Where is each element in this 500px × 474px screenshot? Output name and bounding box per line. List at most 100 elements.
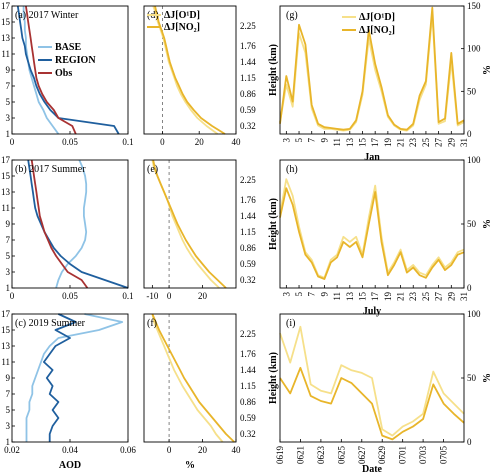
xtick-label: 0621 [295, 446, 305, 464]
legend-g: ΔJ[O¹D] ΔJ[NO₂] [342, 12, 395, 36]
series-line-b-0 [55, 159, 88, 289]
xtick-label: 25 [421, 292, 431, 302]
xtick-label: 31 [459, 292, 469, 301]
xtick-label: 13 [345, 292, 355, 302]
xtick-label: 40 [232, 445, 242, 455]
xtick-label: 3 [281, 138, 291, 143]
panel-h: (h) 0 50 100% 3 5 7 9 11 13 15 17 19 21 23 25 27 29 31 July [279, 155, 493, 317]
xtick-label: 20 [195, 137, 205, 147]
series-line-f-0 [151, 313, 224, 443]
x-axis-label: July [363, 306, 381, 317]
xtick-label: 21 [396, 138, 406, 147]
height-tick-label: 0.32 [240, 429, 256, 439]
height-tick-label: 1.44 [240, 211, 256, 221]
xtick-label: 15 [357, 138, 367, 148]
ytick-label: 11 [1, 357, 10, 367]
xtick-label: 0701 [398, 446, 408, 464]
xtick-label: 25 [421, 138, 431, 148]
axes-frame [143, 313, 237, 443]
height-tick-label: 1.15 [240, 227, 256, 237]
xtick-label: 0 [160, 137, 165, 147]
height-tick-label: 2.25 [240, 21, 256, 31]
xtick-label: 5 [294, 138, 304, 143]
ytick-label: 1 [6, 283, 11, 293]
series-line-a-0 [22, 6, 60, 135]
ytick-label: 17 [1, 309, 11, 319]
ytick-label: 17 [1, 1, 11, 11]
xtick-label: 0623 [316, 446, 326, 465]
ytick-label: 3 [6, 267, 11, 277]
legend-label: Obs [55, 68, 72, 79]
height-tick-label: 1.44 [240, 57, 256, 67]
panel-g: (g) 0 50 100 150% 3 5 7 9 11 13 15 17 19 21 23 25 27 29 31 J… [279, 1, 493, 163]
percent-axis-label: % [482, 65, 493, 75]
percent-tick-label: 100 [467, 44, 481, 54]
ytick-label: 7 [6, 389, 11, 399]
height-tick-label: 1.76 [240, 349, 256, 359]
xtick-label: 0619 [275, 446, 285, 465]
xtick-label: 31 [459, 138, 469, 147]
panel-i: (i) 0 50 100% 0619 0621 0623 0625 0627 0629 0701 07… [275, 309, 493, 474]
panel-title: (g) [286, 10, 298, 21]
axes-frame [11, 313, 129, 443]
ytick-label: 3 [6, 421, 11, 431]
xtick-label: 0625 [336, 446, 346, 465]
panel-title: (c) 2019 Summer [15, 318, 86, 329]
ytick-label: 1 [6, 129, 11, 139]
height-axis-label: Height (km) [268, 352, 279, 404]
ytick-label: 15 [1, 325, 11, 335]
legend-label: ΔJ[O¹D] [164, 10, 200, 21]
xtick-label: 0705 [439, 446, 449, 465]
axes-frame [279, 159, 465, 289]
xtick-label: 0 [167, 445, 172, 455]
height-tick-label: 0.59 [240, 259, 256, 269]
ytick-label: 11 [1, 203, 10, 213]
xtick-label: 20 [198, 445, 208, 455]
xtick-label: 17 [370, 138, 380, 148]
xtick-label: 0.02 [4, 445, 20, 455]
legend-d: ΔJ[O¹D]ΔJ[NO₂] [147, 10, 200, 33]
height-tick-label: 0.86 [240, 243, 256, 253]
xtick-label: 13 [345, 138, 355, 148]
xtick-label: 19 [383, 292, 393, 302]
xtick-label: 11 [332, 138, 342, 147]
ytick-label: 3 [6, 113, 11, 123]
xtick-label: 27 [434, 292, 444, 302]
height-tick-label: 2.25 [240, 329, 256, 339]
aod-axis-label: AOD [59, 460, 81, 471]
percent-tick-label: 50 [467, 86, 477, 96]
height-axis-label: Height (km) [268, 44, 279, 96]
x-axis-label: Date [362, 464, 383, 474]
height-axis-label: Height (km) [268, 198, 279, 250]
series-line-g-1 [279, 6, 465, 131]
xtick-label: 0.06 [120, 445, 136, 455]
xtick-label: 15 [357, 292, 367, 302]
xtick-label: 9 [319, 138, 329, 143]
height-tick-label: 0.59 [240, 105, 256, 115]
xtick-label: 21 [396, 292, 406, 301]
percent-tick-label: 0 [467, 283, 472, 293]
height-tick-label: 1.76 [240, 195, 256, 205]
xtick-label: 11 [332, 292, 342, 301]
ytick-label: 11 [1, 49, 10, 59]
percent-tick-label: 100 [467, 309, 481, 319]
series-line-b-2 [30, 159, 89, 289]
series-line-e-1 [152, 159, 227, 289]
ytick-label: 13 [1, 341, 11, 351]
percent-tick-label: 100 [467, 155, 481, 165]
xtick-label: 0 [10, 137, 15, 147]
series-line-i-1 [279, 366, 465, 441]
ytick-label: 9 [6, 65, 11, 75]
xtick-label: 9 [319, 292, 329, 297]
height-tick-label: 0.32 [240, 121, 256, 131]
xtick-label: 23 [408, 138, 418, 148]
xtick-label: 0.05 [62, 137, 78, 147]
panel-e: (e) 0.32 0.59 0.86 1.15 1.44 1.76 2.25 Height (k… [143, 159, 279, 301]
ytick-label: 1 [6, 437, 11, 447]
series-line-a-2 [25, 5, 77, 135]
xtick-label: 0 [10, 291, 15, 301]
panel-title: (i) [286, 318, 295, 329]
series-line-e-0 [151, 159, 220, 289]
xtick-label: 3 [281, 292, 291, 297]
